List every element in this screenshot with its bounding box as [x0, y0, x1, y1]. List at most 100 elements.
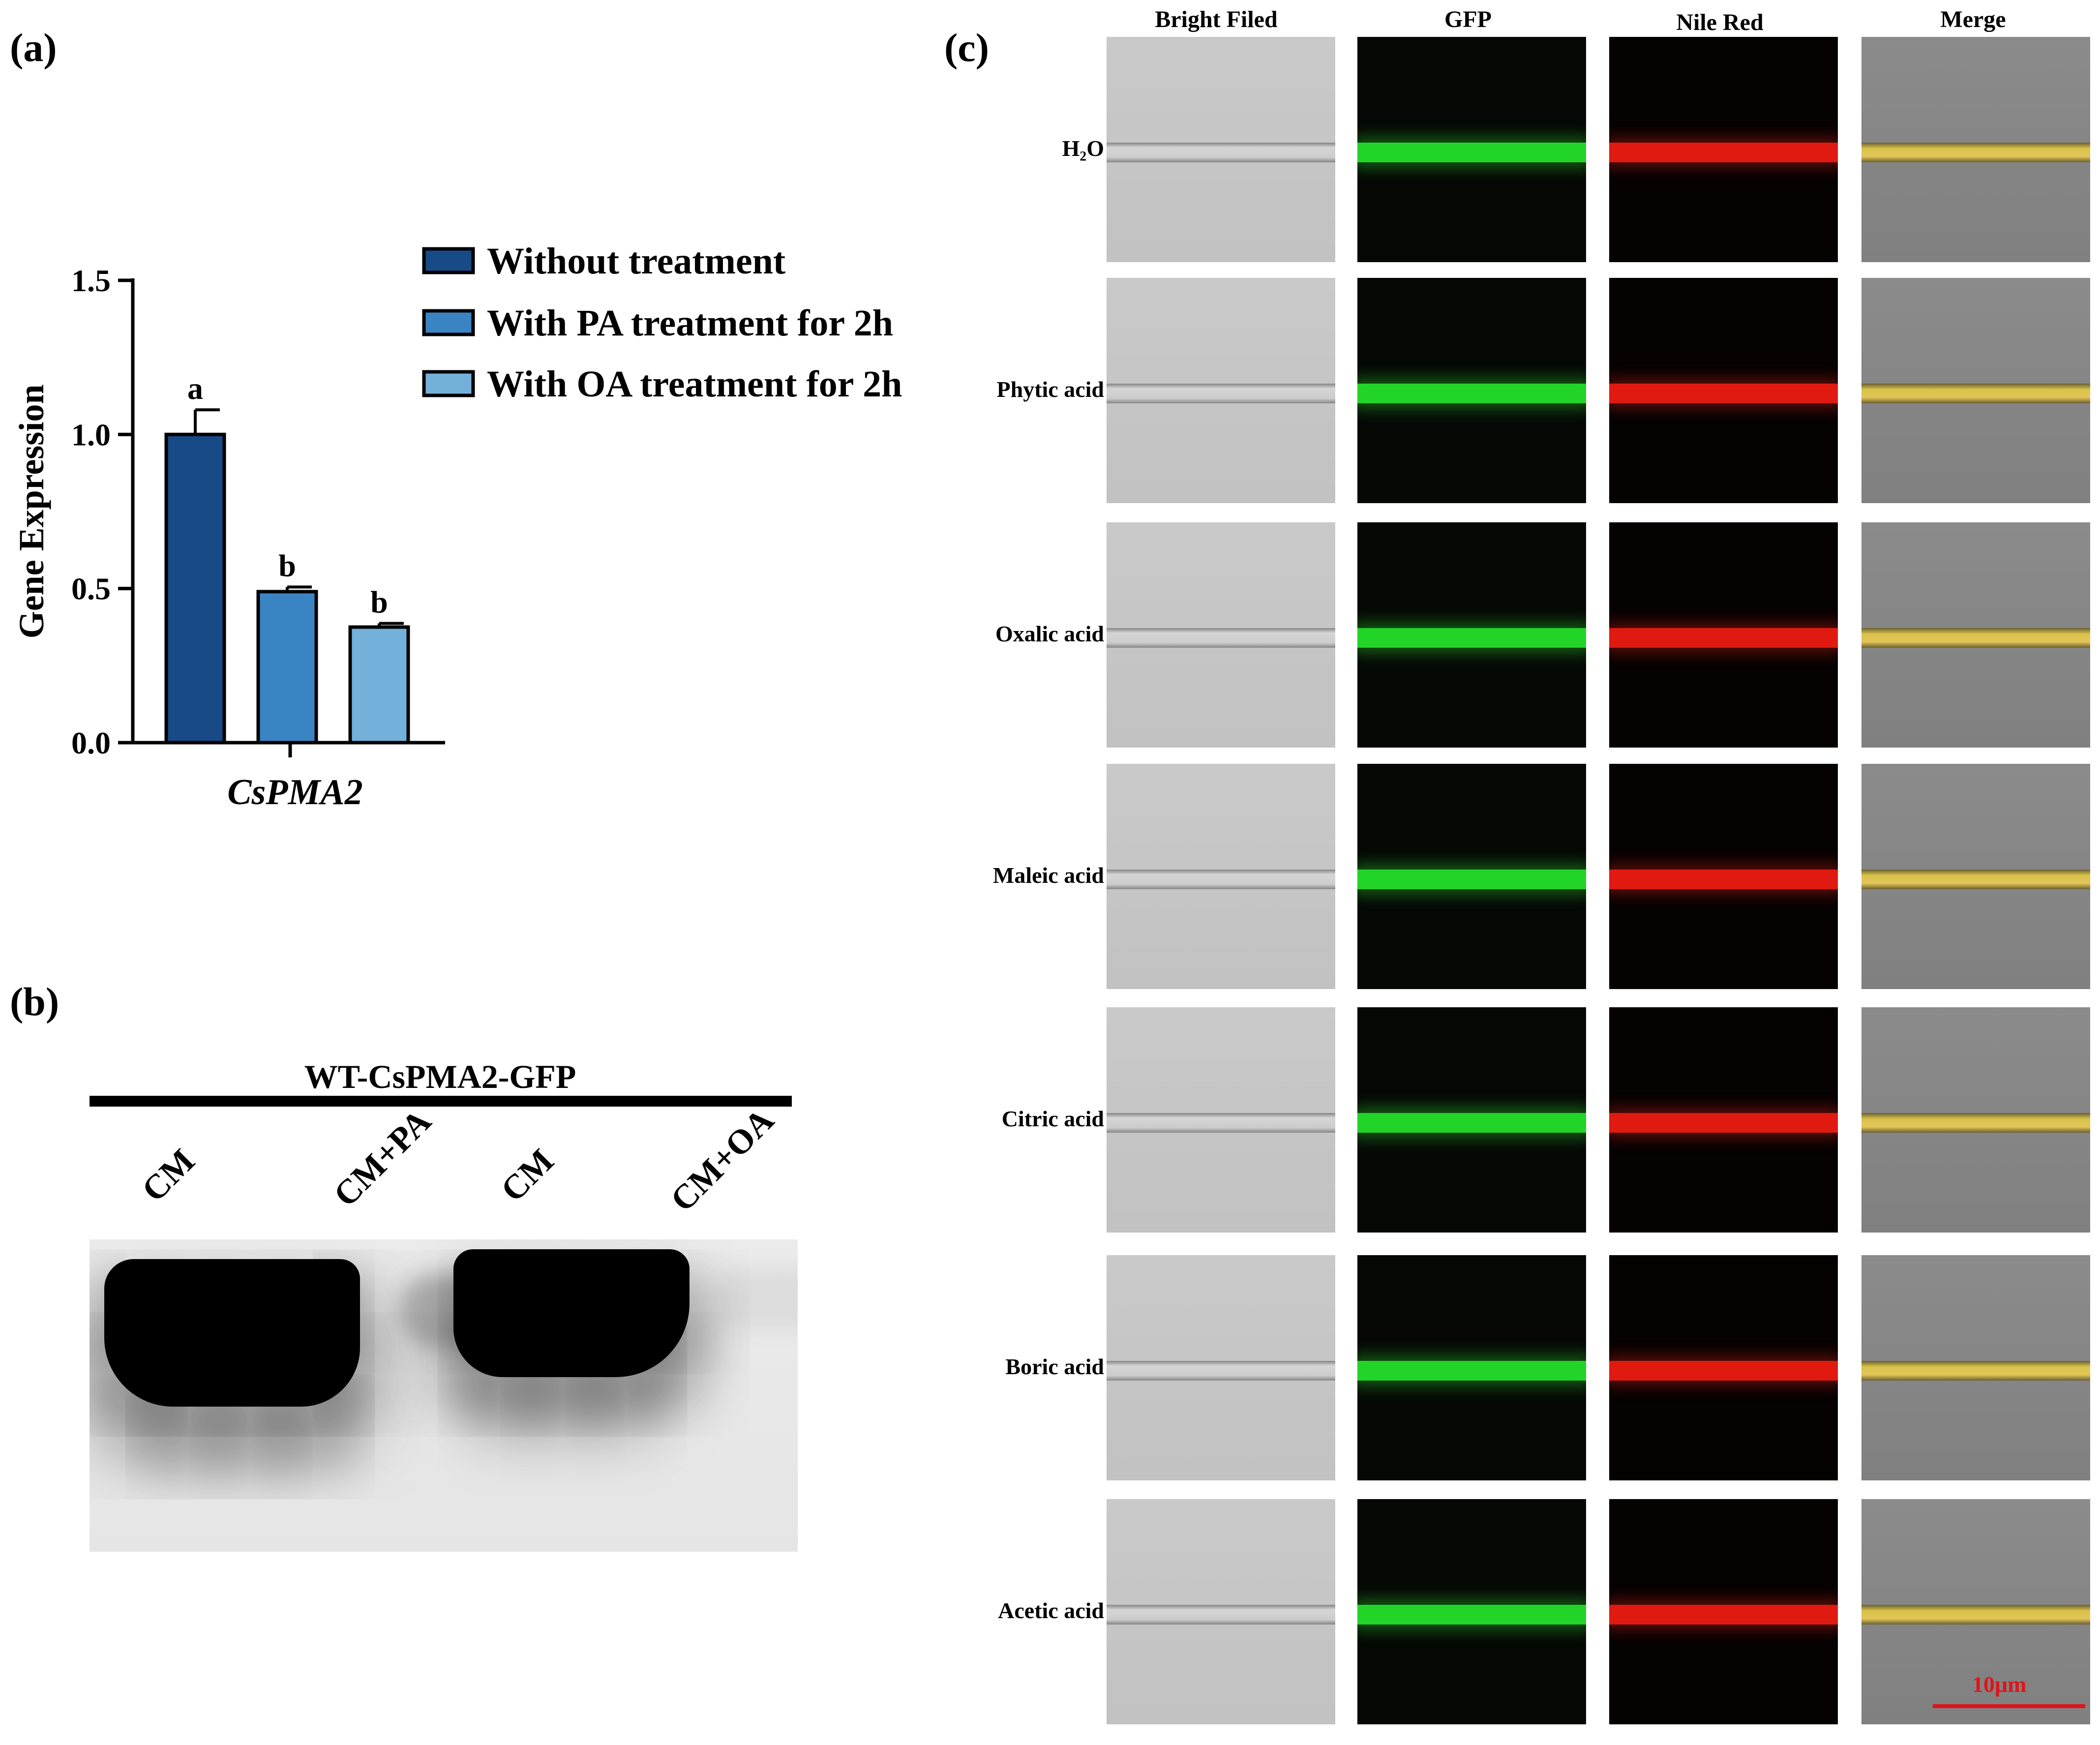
row-label-5: Citric acid: [1001, 1106, 1104, 1131]
hypha-nile-6: [1609, 1361, 1838, 1381]
blot-membrane: [90, 1239, 798, 1552]
hypha-nile-5: [1609, 1113, 1838, 1133]
hypha-merge-6: [1861, 1361, 2090, 1381]
x-axis-label: CsPMA2: [227, 772, 363, 812]
hypha-merge-2: [1861, 384, 2090, 404]
hypha-gfp-2: [1357, 384, 1586, 404]
row-label-6: Boric acid: [1005, 1354, 1104, 1379]
row-label-4: Maleic acid: [992, 863, 1104, 888]
col-header-nile-red: Nile Red: [1676, 9, 1764, 35]
micrograph-nile-4: [1609, 764, 1838, 989]
scale-bar-label: 10μm: [1972, 1672, 2027, 1697]
hypha-merge-3: [1861, 628, 2090, 648]
blot-band-4: [714, 1269, 798, 1328]
micrograph-merge-2: [1861, 278, 2090, 503]
row-label-3: Oxalic acid: [995, 621, 1104, 646]
micrograph-merge-3: [1861, 522, 2090, 748]
blot-lane-label-1: CM: [135, 1142, 203, 1209]
micrograph-merge-5: [1861, 1007, 2090, 1233]
legend-label-3: With OA treatment for 2h: [487, 363, 902, 405]
micrograph-gfp-1: [1357, 37, 1586, 262]
significance-letter-1: a: [187, 371, 203, 406]
hypha-bf-2: [1107, 384, 1335, 404]
micrograph-gfp-6: [1357, 1255, 1586, 1480]
hypha-nile-4: [1609, 870, 1838, 890]
col-header-bright-field: Bright Filed: [1155, 6, 1278, 32]
blot-lane-label-4: CM+OA: [663, 1101, 781, 1219]
hypha-merge-5: [1861, 1113, 2090, 1133]
hypha-merge-1: [1861, 143, 2090, 163]
hypha-nile-7: [1609, 1605, 1838, 1625]
micrograph-gfp-4: [1357, 764, 1586, 989]
panel-label-b: (b): [10, 979, 60, 1024]
micrograph-bf-7: [1107, 1499, 1335, 1724]
micrograph-merge-6: [1861, 1255, 2090, 1480]
micrograph-nile-1: [1609, 37, 1838, 262]
bar-3: [348, 625, 410, 745]
micrograph-gfp-2: [1357, 278, 1586, 503]
hypha-bf-6: [1107, 1361, 1335, 1381]
micrograph-nile-2: [1609, 278, 1838, 503]
hypha-gfp-6: [1357, 1361, 1586, 1381]
bar-1: [164, 432, 226, 745]
y-axis-label: Gene Expression: [12, 385, 51, 639]
hypha-gfp-4: [1357, 870, 1586, 890]
hypha-gfp-3: [1357, 628, 1586, 648]
blot-title-rule: [90, 1096, 792, 1107]
micrograph-bf-1: [1107, 37, 1335, 262]
row-label-7: Acetic acid: [998, 1598, 1104, 1623]
hypha-nile-1: [1609, 143, 1838, 163]
row-label-1: H₂O: [1062, 136, 1104, 161]
hypha-bf-3: [1107, 628, 1335, 648]
y-tick-label-2: 1.0: [71, 417, 111, 452]
significance-letter-2: b: [278, 548, 296, 583]
legend-label-2: With PA treatment for 2h: [487, 302, 893, 344]
micrograph-gfp-5: [1357, 1007, 1586, 1233]
micrograph-bf-3: [1107, 522, 1335, 748]
y-tick-label-1: 0.5: [71, 572, 111, 606]
hypha-bf-4: [1107, 870, 1335, 890]
bar-2: [256, 590, 318, 745]
hypha-merge-7: [1861, 1605, 2090, 1625]
blot-band-1: [104, 1259, 360, 1407]
micrograph-bf-6: [1107, 1255, 1335, 1480]
micrograph-nile-7: [1609, 1499, 1838, 1724]
hypha-bf-5: [1107, 1113, 1335, 1133]
micrograph-nile-5: [1609, 1007, 1838, 1233]
hypha-bf-7: [1107, 1605, 1335, 1625]
blot-title: WT-CsPMA2-GFP: [304, 1058, 576, 1095]
col-header-merge: Merge: [1940, 6, 2006, 32]
hypha-merge-4: [1861, 870, 2090, 890]
row-label-2: Phytic acid: [996, 377, 1104, 402]
y-tick-label-0: 0.0: [71, 725, 111, 760]
legend-swatch-2: [422, 309, 475, 336]
legend-label-1: Without treatment: [487, 241, 785, 282]
blot-lane-label-3: CM: [494, 1142, 562, 1209]
micrograph-merge-1: [1861, 37, 2090, 262]
micrograph-bf-5: [1107, 1007, 1335, 1233]
legend-swatch-3: [422, 370, 475, 397]
hypha-nile-2: [1609, 384, 1838, 404]
micrograph-nile-3: [1609, 522, 1838, 748]
bar-chart: 0.0 0.5 1.0 1.5 Gene Expression CsPMA2 a b b Wi…: [12, 241, 902, 812]
panel-label-c: (c): [944, 25, 990, 70]
col-header-gfp: GFP: [1444, 6, 1492, 32]
hypha-gfp-7: [1357, 1605, 1586, 1625]
legend-swatch-1: [422, 247, 475, 274]
y-tick-label-3: 1.5: [71, 263, 111, 298]
panel-label-a: (a): [10, 25, 57, 70]
micrograph-bf-4: [1107, 764, 1335, 989]
blot-lane-label-2: CM+PA: [327, 1102, 439, 1214]
micrograph-merge-7: [1861, 1499, 2090, 1724]
hypha-gfp-1: [1357, 143, 1586, 163]
micrograph-gfp-7: [1357, 1499, 1586, 1724]
scale-bar: [1933, 1704, 2085, 1708]
significance-letter-3: b: [370, 584, 388, 619]
hypha-bf-1: [1107, 143, 1335, 163]
blot-band-3: [453, 1249, 690, 1377]
hypha-gfp-5: [1357, 1113, 1586, 1133]
hypha-nile-3: [1609, 628, 1838, 648]
micrograph-merge-4: [1861, 764, 2090, 989]
micrograph-bf-2: [1107, 278, 1335, 503]
micrograph-gfp-3: [1357, 522, 1586, 748]
